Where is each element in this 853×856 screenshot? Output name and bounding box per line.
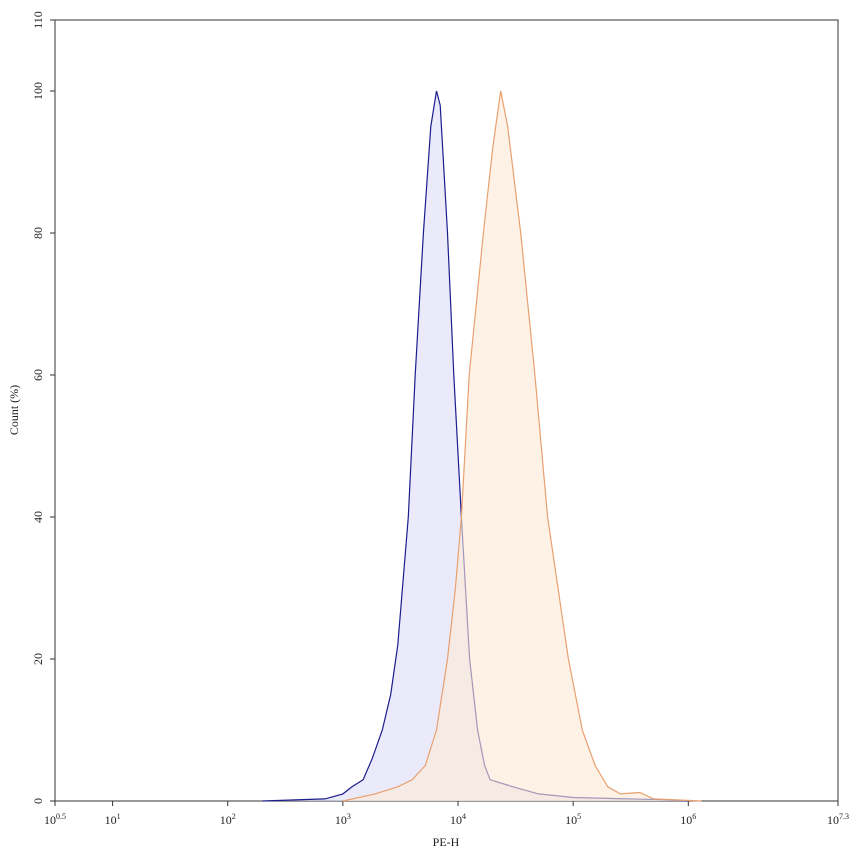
x-tick-base: 10 — [565, 813, 577, 827]
y-tick-label: 80 — [31, 227, 45, 239]
x-tick-base: 10 — [450, 813, 462, 827]
x-tick-base: 10 — [105, 813, 117, 827]
x-tick-label: 106 — [680, 812, 696, 827]
y-tick-label: 20 — [31, 653, 45, 665]
x-tick-exponent: 0.5 — [56, 812, 66, 821]
x-tick-exponent: 2 — [232, 812, 236, 821]
y-tick-label: 100 — [31, 82, 45, 100]
x-tick-base: 10 — [44, 813, 56, 827]
x-tick-exponent: 6 — [692, 812, 696, 821]
series-area — [342, 91, 702, 801]
x-tick-exponent: 1 — [117, 812, 121, 821]
x-tick-label: 107.3 — [827, 812, 849, 827]
x-tick-label: 102 — [220, 812, 236, 827]
x-tick-label: 100.5 — [44, 812, 66, 827]
x-tick-exponent: 5 — [577, 812, 581, 821]
y-tick-label: 110 — [31, 11, 45, 29]
x-tick-exponent: 7.3 — [839, 812, 849, 821]
x-tick-label: 104 — [450, 812, 466, 827]
x-tick-exponent: 4 — [462, 812, 466, 821]
x-tick-base: 10 — [680, 813, 692, 827]
x-tick-base: 10 — [335, 813, 347, 827]
x-tick-base: 10 — [220, 813, 232, 827]
x-tick-label: 101 — [105, 812, 121, 827]
x-tick-label: 105 — [565, 812, 581, 827]
y-tick-label: 0 — [31, 798, 45, 804]
y-axis-label: Count (%) — [7, 385, 21, 435]
x-tick-base: 10 — [827, 813, 839, 827]
y-tick-label: 60 — [31, 369, 45, 381]
x-tick-label: 103 — [335, 812, 351, 827]
x-tick-exponent: 3 — [347, 812, 351, 821]
series-line — [342, 90, 702, 802]
y-tick-label: 40 — [31, 511, 45, 523]
x-axis-label: PE-H — [433, 835, 460, 849]
